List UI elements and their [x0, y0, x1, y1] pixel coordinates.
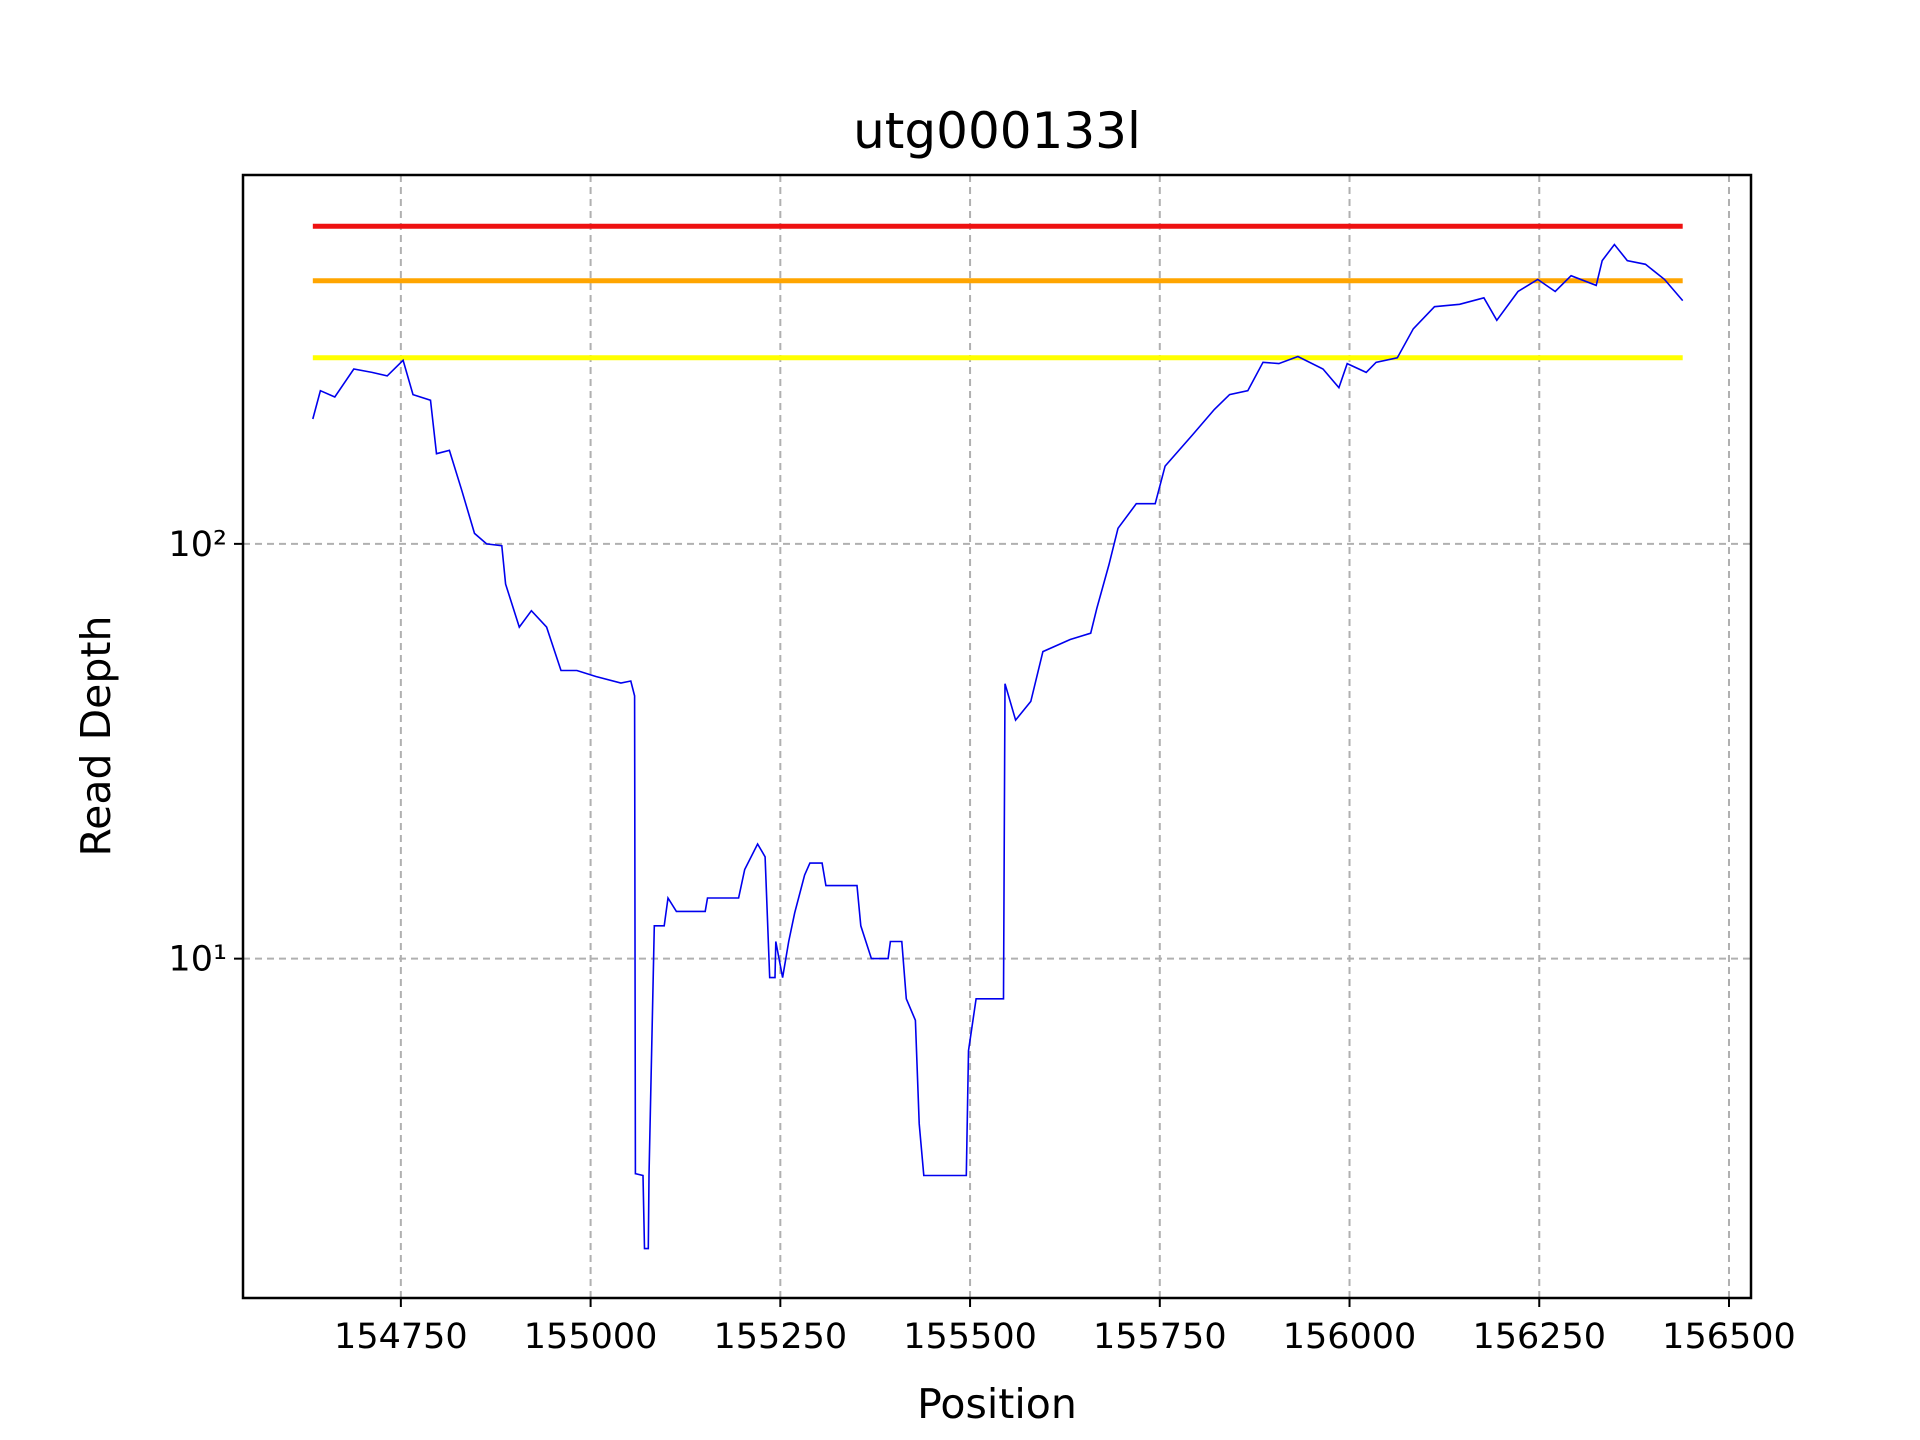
x-tick-label: 156000	[1283, 1317, 1417, 1357]
x-tick-label: 155250	[714, 1317, 848, 1357]
x-tick-label: 155500	[903, 1317, 1037, 1357]
y-axis-label: Read Depth	[72, 616, 120, 857]
x-axis-label: Position	[917, 1380, 1077, 1428]
y-tick-label: 10²	[168, 525, 227, 565]
data-line	[312, 243, 1684, 1250]
plot-frame	[241, 173, 1753, 1300]
y-tick-label: 10¹	[168, 940, 227, 980]
x-tick-label: 156250	[1472, 1317, 1606, 1357]
x-tick-label: 155750	[1093, 1317, 1227, 1357]
x-tick-label: 156500	[1662, 1317, 1796, 1357]
chart-title: utg000133l	[853, 102, 1141, 160]
x-tick-label: 154750	[334, 1317, 468, 1357]
x-tick-label: 155000	[524, 1317, 658, 1357]
